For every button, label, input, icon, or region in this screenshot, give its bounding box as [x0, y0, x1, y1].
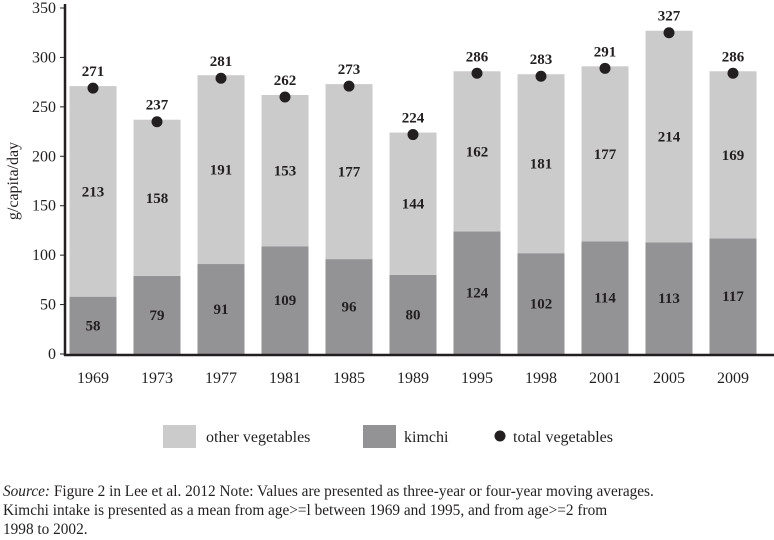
data-label-total-vegetables: 286	[722, 49, 745, 65]
data-label-other-vegetables: 162	[466, 144, 489, 160]
y-axis-label: g/capita/day	[5, 142, 22, 220]
point-total-vegetables	[663, 27, 675, 39]
x-tick-label: 1973	[141, 370, 173, 387]
bar-other-vegetables	[709, 71, 757, 239]
point-total-vegetables	[279, 91, 291, 103]
data-label-total-vegetables: 281	[210, 54, 233, 70]
data-label-other-vegetables: 153	[274, 164, 297, 180]
data-label-kimchi: 124	[466, 286, 489, 302]
legend-label-kimchi: kimchi	[404, 429, 449, 446]
point-total-vegetables	[535, 70, 547, 82]
bar-kimchi	[325, 259, 373, 354]
source-label: Source:	[3, 483, 51, 500]
x-tick-label: 2005	[653, 370, 685, 387]
caption-line-2: Kimchi intake is presented as a mean fro…	[3, 502, 608, 519]
bar-other-vegetables	[389, 132, 437, 275]
y-tick-label: 50	[40, 297, 56, 314]
data-label-total-vegetables: 273	[338, 62, 361, 78]
data-label-total-vegetables: 327	[658, 9, 681, 25]
bar-kimchi	[69, 296, 117, 354]
bar-kimchi	[645, 242, 693, 354]
x-tick-label: 1998	[525, 370, 557, 387]
data-label-other-vegetables: 144	[402, 197, 425, 213]
x-tick-label: 1995	[461, 370, 493, 387]
legend-swatch-kimchi	[363, 425, 396, 448]
data-label-total-vegetables: 291	[594, 44, 617, 60]
data-label-other-vegetables: 181	[530, 157, 553, 173]
data-label-total-vegetables: 262	[274, 73, 297, 89]
bar-kimchi	[133, 275, 181, 354]
bar-kimchi	[709, 238, 757, 354]
point-total-vegetables	[599, 62, 611, 74]
bar-other-vegetables	[645, 30, 693, 243]
data-label-kimchi: 102	[530, 297, 553, 313]
data-label-total-vegetables: 271	[82, 64, 105, 80]
data-label-other-vegetables: 177	[338, 165, 361, 181]
point-total-vegetables	[343, 80, 355, 92]
data-label-other-vegetables: 177	[594, 147, 617, 163]
bar-other-vegetables	[197, 75, 245, 265]
bar-other-vegetables	[133, 119, 181, 276]
data-label-other-vegetables: 213	[82, 184, 105, 200]
data-label-other-vegetables: 214	[658, 130, 681, 146]
x-tick-label: 2001	[589, 370, 621, 387]
data-label-other-vegetables: 191	[210, 163, 233, 179]
bar-kimchi	[389, 274, 437, 354]
legend-swatch-other-vegetables	[163, 425, 196, 448]
data-label-other-vegetables: 169	[722, 148, 745, 164]
bar-kimchi	[581, 241, 629, 354]
x-tick-label: 1969	[77, 370, 109, 387]
stacked-bar-chart: 58 213 271 1969 79 158 237 1973 91 191 281 1977 109 1…	[5, 0, 774, 448]
x-tick-label: 1981	[269, 370, 301, 387]
data-label-kimchi: 109	[274, 293, 297, 309]
caption-line-3: 1998 to 2002.	[3, 521, 88, 538]
bar-other-vegetables	[325, 84, 373, 260]
x-tick-label: 2009	[717, 370, 749, 387]
bar-kimchi	[197, 264, 245, 354]
point-total-vegetables	[407, 129, 419, 141]
y-tick-label: 150	[32, 198, 56, 215]
bar-other-vegetables	[453, 71, 501, 232]
data-label-total-vegetables: 283	[530, 52, 553, 68]
point-total-vegetables	[215, 72, 227, 84]
data-label-other-vegetables: 158	[146, 191, 169, 207]
legend-label-other-vegetables: other vegetables	[206, 429, 310, 446]
legend-marker-total-vegetables	[494, 430, 506, 442]
y-tick-label: 100	[32, 247, 56, 264]
data-label-total-vegetables: 237	[146, 98, 169, 114]
data-label-kimchi: 80	[406, 307, 421, 323]
y-tick-label: 350	[32, 0, 56, 17]
data-label-kimchi: 96	[342, 300, 358, 316]
data-label-kimchi: 113	[658, 291, 680, 307]
caption-line-1: Figure 2 in Lee et al. 2012 Note: Values…	[50, 483, 654, 500]
y-tick-label: 300	[32, 49, 56, 66]
y-tick-label: 200	[32, 148, 56, 165]
data-label-kimchi: 114	[594, 291, 616, 307]
bar-other-vegetables	[581, 66, 629, 242]
bar-kimchi	[261, 246, 309, 354]
point-total-vegetables	[87, 82, 99, 94]
bar-other-vegetables	[261, 94, 309, 247]
bar-kimchi	[517, 253, 565, 354]
bar-kimchi	[453, 231, 501, 354]
data-label-kimchi: 58	[86, 318, 101, 334]
figure-caption: Source: Figure 2 in Lee et al. 2012 Note…	[3, 482, 773, 539]
point-total-vegetables	[727, 67, 739, 79]
data-label-total-vegetables: 286	[466, 49, 489, 65]
y-tick-label: 250	[32, 99, 56, 116]
x-tick-label: 1977	[205, 370, 237, 387]
bar-other-vegetables	[69, 86, 117, 297]
y-tick-label: 0	[48, 346, 56, 363]
data-label-kimchi: 117	[722, 289, 744, 305]
point-total-vegetables	[151, 116, 163, 128]
legend-label-total-vegetables: total vegetables	[513, 429, 613, 446]
point-total-vegetables	[471, 67, 483, 79]
data-label-kimchi: 91	[214, 302, 229, 318]
data-label-total-vegetables: 224	[402, 111, 425, 127]
x-tick-label: 1989	[397, 370, 429, 387]
bar-other-vegetables	[517, 74, 565, 254]
data-label-kimchi: 79	[150, 308, 165, 324]
x-tick-label: 1985	[333, 370, 365, 387]
